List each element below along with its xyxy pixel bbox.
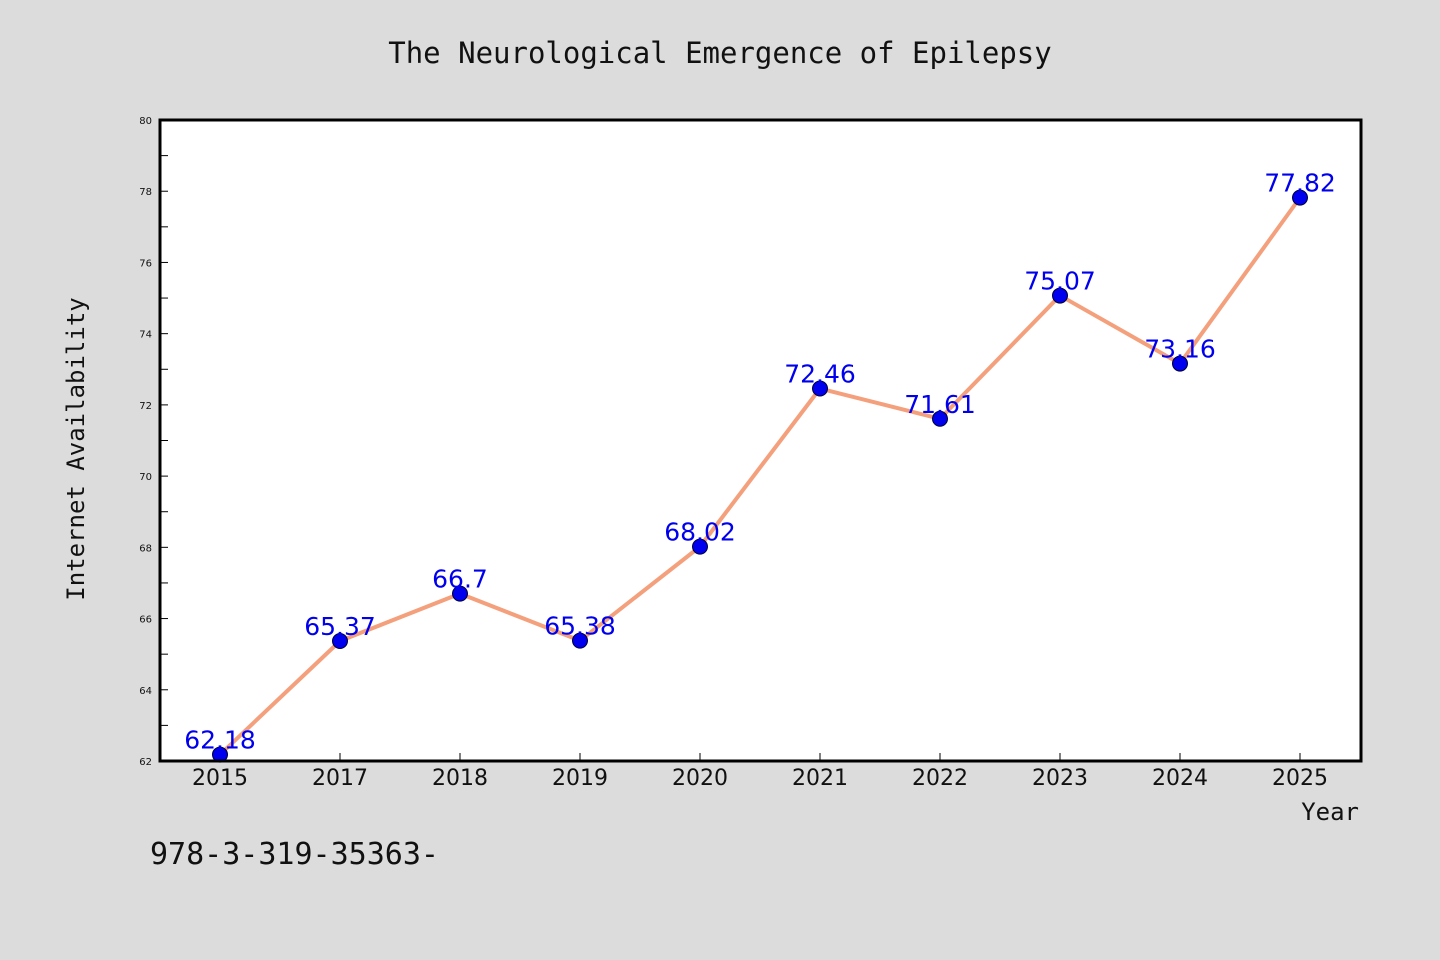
y-tick-label: 80: [139, 116, 152, 127]
y-tick-label: 70: [139, 472, 152, 483]
y-tick-label: 76: [139, 258, 152, 269]
y-tick-label: 68: [139, 543, 152, 554]
data-point: [452, 585, 468, 602]
data-point: [812, 380, 828, 397]
x-tick-label: 2023: [1032, 766, 1088, 791]
y-axis-label: Internet Availability: [62, 297, 90, 600]
y-tick-label: 72: [139, 401, 152, 412]
x-axis-label: Year: [1301, 798, 1359, 826]
x-tick-label: 2021: [792, 766, 848, 791]
series-markers: [212, 189, 1308, 763]
data-label: 71.61: [904, 390, 976, 419]
data-label: 73.16: [1144, 335, 1216, 364]
plot-area: [160, 120, 1361, 761]
data-label: 66.7: [432, 565, 488, 594]
data-point: [572, 632, 588, 649]
x-tick-label: 2024: [1152, 766, 1208, 791]
y-tick-label: 78: [139, 187, 152, 198]
y-axis-ticks: 62 64 66 68 70 72 74 76 78 80: [139, 116, 168, 768]
x-tick-label: 2017: [312, 766, 368, 791]
x-tick-label: 2019: [552, 766, 608, 791]
data-label: 65.37: [304, 612, 376, 641]
plot-frame: [158, 118, 1363, 763]
data-point: [1292, 189, 1308, 206]
data-point: [1052, 287, 1068, 304]
footer-note: 978-3-319-35363-: [150, 837, 439, 872]
data-label: 65.38: [544, 612, 616, 641]
data-point: [692, 538, 708, 555]
y-tick-label: 74: [139, 330, 152, 341]
data-label: 72.46: [784, 360, 856, 389]
data-label: 75.07: [1024, 267, 1096, 296]
x-tick-label: 2025: [1272, 766, 1328, 791]
x-tick-label: 2020: [672, 766, 728, 791]
chart-title: The Neurological Emergence of Epilepsy: [388, 36, 1051, 70]
x-tick-label: 2022: [912, 766, 968, 791]
series-line: [218, 195, 1302, 757]
data-point: [932, 410, 948, 427]
data-label: 62.18: [184, 726, 256, 755]
data-point: [332, 632, 348, 649]
y-tick-label: 62: [139, 757, 152, 768]
data-labels: 62.18 65.37 66.7 65.38 68.02 72.46 71.61 75.07 7…: [184, 169, 1336, 755]
data-point: [1172, 355, 1188, 372]
y-tick-label: 66: [139, 615, 152, 626]
data-label: 68.02: [664, 518, 736, 547]
y-tick-label: 64: [139, 686, 152, 697]
data-label: 77.82: [1264, 169, 1336, 198]
x-tick-label: 2015: [192, 766, 248, 791]
x-tick-label: 2018: [432, 766, 488, 791]
